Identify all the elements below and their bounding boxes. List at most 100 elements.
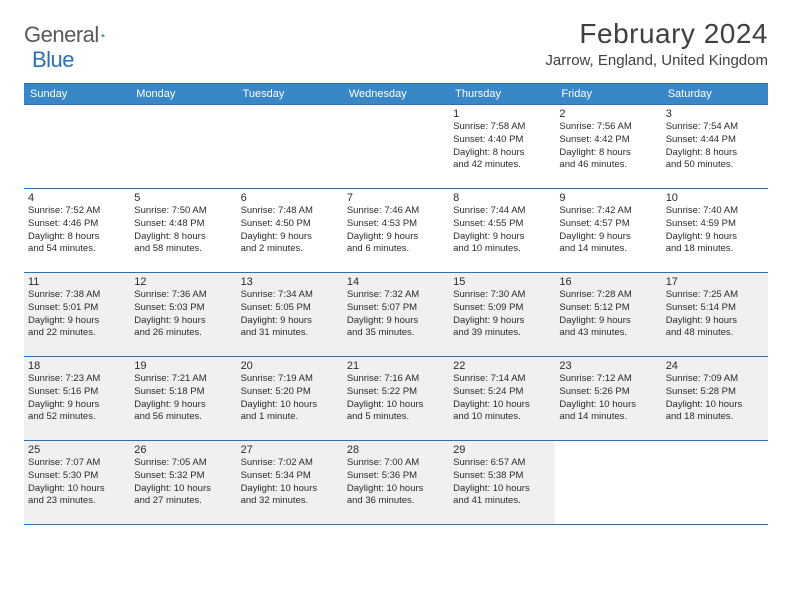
day-info: Sunrise: 7:07 AMSunset: 5:30 PMDaylight:…	[28, 457, 126, 508]
day-info: Sunrise: 7:02 AMSunset: 5:34 PMDaylight:…	[241, 457, 339, 508]
day-cell: 5Sunrise: 7:50 AMSunset: 4:48 PMDaylight…	[130, 189, 236, 273]
day-cell	[343, 105, 449, 189]
day-info: Sunrise: 7:21 AMSunset: 5:18 PMDaylight:…	[134, 373, 232, 424]
week-row: 18Sunrise: 7:23 AMSunset: 5:16 PMDayligh…	[24, 357, 768, 441]
day-number: 22	[453, 360, 551, 372]
day-number: 29	[453, 444, 551, 456]
day-header: Wednesday	[343, 84, 449, 105]
day-header: Monday	[130, 84, 236, 105]
day-cell: 1Sunrise: 7:58 AMSunset: 4:40 PMDaylight…	[449, 105, 555, 189]
day-cell: 3Sunrise: 7:54 AMSunset: 4:44 PMDaylight…	[662, 105, 768, 189]
day-info: Sunrise: 7:00 AMSunset: 5:36 PMDaylight:…	[347, 457, 445, 508]
day-number: 4	[28, 192, 126, 204]
brand-word2: Blue	[32, 47, 74, 73]
day-cell: 17Sunrise: 7:25 AMSunset: 5:14 PMDayligh…	[662, 273, 768, 357]
month-title: February 2024	[545, 18, 768, 50]
day-cell	[555, 441, 661, 525]
day-info: Sunrise: 7:05 AMSunset: 5:32 PMDaylight:…	[134, 457, 232, 508]
day-info: Sunrise: 7:58 AMSunset: 4:40 PMDaylight:…	[453, 121, 551, 172]
day-cell: 28Sunrise: 7:00 AMSunset: 5:36 PMDayligh…	[343, 441, 449, 525]
title-block: February 2024 Jarrow, England, United Ki…	[545, 18, 768, 69]
day-cell: 24Sunrise: 7:09 AMSunset: 5:28 PMDayligh…	[662, 357, 768, 441]
day-header: Thursday	[449, 84, 555, 105]
day-number: 1	[453, 108, 551, 120]
day-info: Sunrise: 7:54 AMSunset: 4:44 PMDaylight:…	[666, 121, 764, 172]
day-cell: 8Sunrise: 7:44 AMSunset: 4:55 PMDaylight…	[449, 189, 555, 273]
day-cell: 23Sunrise: 7:12 AMSunset: 5:26 PMDayligh…	[555, 357, 661, 441]
week-row: 25Sunrise: 7:07 AMSunset: 5:30 PMDayligh…	[24, 441, 768, 525]
day-info: Sunrise: 7:44 AMSunset: 4:55 PMDaylight:…	[453, 205, 551, 256]
day-info: Sunrise: 7:30 AMSunset: 5:09 PMDaylight:…	[453, 289, 551, 340]
day-info: Sunrise: 7:12 AMSunset: 5:26 PMDaylight:…	[559, 373, 657, 424]
day-cell: 29Sunrise: 6:57 AMSunset: 5:38 PMDayligh…	[449, 441, 555, 525]
day-number: 14	[347, 276, 445, 288]
logo-triangle-icon	[101, 27, 105, 43]
header: General February 2024 Jarrow, England, U…	[24, 18, 768, 69]
day-cell: 10Sunrise: 7:40 AMSunset: 4:59 PMDayligh…	[662, 189, 768, 273]
day-cell: 22Sunrise: 7:14 AMSunset: 5:24 PMDayligh…	[449, 357, 555, 441]
day-info: Sunrise: 7:52 AMSunset: 4:46 PMDaylight:…	[28, 205, 126, 256]
day-info: Sunrise: 7:42 AMSunset: 4:57 PMDaylight:…	[559, 205, 657, 256]
day-number: 26	[134, 444, 232, 456]
calendar-page: General February 2024 Jarrow, England, U…	[0, 0, 792, 543]
day-number: 13	[241, 276, 339, 288]
day-cell	[24, 105, 130, 189]
day-cell: 18Sunrise: 7:23 AMSunset: 5:16 PMDayligh…	[24, 357, 130, 441]
day-cell	[130, 105, 236, 189]
week-row: 1Sunrise: 7:58 AMSunset: 4:40 PMDaylight…	[24, 105, 768, 189]
day-header: Saturday	[662, 84, 768, 105]
day-number: 11	[28, 276, 126, 288]
day-cell: 7Sunrise: 7:46 AMSunset: 4:53 PMDaylight…	[343, 189, 449, 273]
day-cell: 16Sunrise: 7:28 AMSunset: 5:12 PMDayligh…	[555, 273, 661, 357]
day-cell: 6Sunrise: 7:48 AMSunset: 4:50 PMDaylight…	[237, 189, 343, 273]
day-cell: 13Sunrise: 7:34 AMSunset: 5:05 PMDayligh…	[237, 273, 343, 357]
day-info: Sunrise: 7:46 AMSunset: 4:53 PMDaylight:…	[347, 205, 445, 256]
day-info: Sunrise: 7:23 AMSunset: 5:16 PMDaylight:…	[28, 373, 126, 424]
day-number: 16	[559, 276, 657, 288]
day-cell: 21Sunrise: 7:16 AMSunset: 5:22 PMDayligh…	[343, 357, 449, 441]
day-info: Sunrise: 7:14 AMSunset: 5:24 PMDaylight:…	[453, 373, 551, 424]
brand-word1: General	[24, 22, 99, 48]
day-cell: 26Sunrise: 7:05 AMSunset: 5:32 PMDayligh…	[130, 441, 236, 525]
day-info: Sunrise: 7:36 AMSunset: 5:03 PMDaylight:…	[134, 289, 232, 340]
day-cell: 4Sunrise: 7:52 AMSunset: 4:46 PMDaylight…	[24, 189, 130, 273]
day-cell: 14Sunrise: 7:32 AMSunset: 5:07 PMDayligh…	[343, 273, 449, 357]
day-info: Sunrise: 7:16 AMSunset: 5:22 PMDaylight:…	[347, 373, 445, 424]
day-number: 17	[666, 276, 764, 288]
day-cell: 20Sunrise: 7:19 AMSunset: 5:20 PMDayligh…	[237, 357, 343, 441]
week-row: 11Sunrise: 7:38 AMSunset: 5:01 PMDayligh…	[24, 273, 768, 357]
day-cell: 9Sunrise: 7:42 AMSunset: 4:57 PMDaylight…	[555, 189, 661, 273]
brand-logo: General	[24, 22, 125, 48]
day-number: 5	[134, 192, 232, 204]
day-cell	[237, 105, 343, 189]
day-info: Sunrise: 7:09 AMSunset: 5:28 PMDaylight:…	[666, 373, 764, 424]
day-info: Sunrise: 7:25 AMSunset: 5:14 PMDaylight:…	[666, 289, 764, 340]
day-number: 7	[347, 192, 445, 204]
week-row: 4Sunrise: 7:52 AMSunset: 4:46 PMDaylight…	[24, 189, 768, 273]
day-number: 25	[28, 444, 126, 456]
day-cell: 11Sunrise: 7:38 AMSunset: 5:01 PMDayligh…	[24, 273, 130, 357]
day-info: Sunrise: 7:50 AMSunset: 4:48 PMDaylight:…	[134, 205, 232, 256]
day-cell: 15Sunrise: 7:30 AMSunset: 5:09 PMDayligh…	[449, 273, 555, 357]
calendar-table: Sunday Monday Tuesday Wednesday Thursday…	[24, 83, 768, 525]
day-cell: 2Sunrise: 7:56 AMSunset: 4:42 PMDaylight…	[555, 105, 661, 189]
day-info: Sunrise: 6:57 AMSunset: 5:38 PMDaylight:…	[453, 457, 551, 508]
day-number: 9	[559, 192, 657, 204]
day-cell: 12Sunrise: 7:36 AMSunset: 5:03 PMDayligh…	[130, 273, 236, 357]
day-number: 24	[666, 360, 764, 372]
day-number: 3	[666, 108, 764, 120]
day-number: 20	[241, 360, 339, 372]
day-number: 21	[347, 360, 445, 372]
day-number: 23	[559, 360, 657, 372]
calendar-body: 1Sunrise: 7:58 AMSunset: 4:40 PMDaylight…	[24, 105, 768, 525]
day-number: 15	[453, 276, 551, 288]
day-header: Sunday	[24, 84, 130, 105]
day-number: 2	[559, 108, 657, 120]
day-number: 28	[347, 444, 445, 456]
day-cell: 27Sunrise: 7:02 AMSunset: 5:34 PMDayligh…	[237, 441, 343, 525]
day-cell: 19Sunrise: 7:21 AMSunset: 5:18 PMDayligh…	[130, 357, 236, 441]
day-cell: 25Sunrise: 7:07 AMSunset: 5:30 PMDayligh…	[24, 441, 130, 525]
day-info: Sunrise: 7:56 AMSunset: 4:42 PMDaylight:…	[559, 121, 657, 172]
day-header: Tuesday	[237, 84, 343, 105]
day-number: 19	[134, 360, 232, 372]
